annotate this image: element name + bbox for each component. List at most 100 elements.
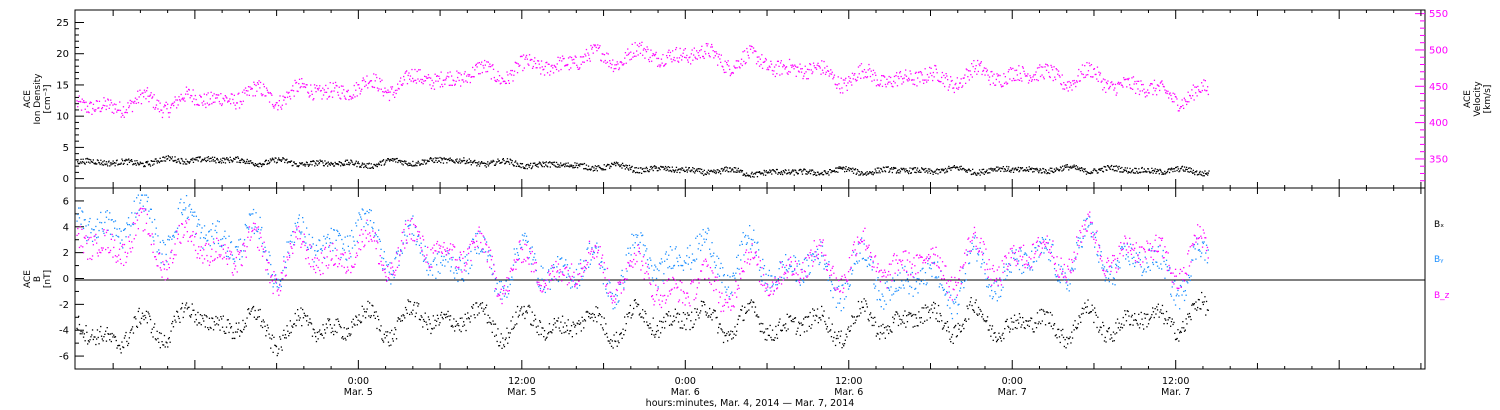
data-point — [514, 161, 516, 163]
data-point — [924, 320, 926, 322]
data-point — [1026, 169, 1028, 171]
data-point — [713, 310, 716, 312]
data-point — [619, 61, 621, 63]
data-point — [775, 325, 777, 328]
data-point — [1040, 172, 1043, 174]
data-point — [690, 63, 692, 65]
data-point — [684, 48, 686, 50]
data-point — [383, 91, 385, 93]
data-point — [1040, 66, 1042, 68]
data-point — [193, 98, 195, 100]
data-point — [1087, 70, 1090, 72]
data-point — [905, 69, 907, 71]
data-point — [218, 161, 220, 163]
data-point — [480, 63, 482, 65]
data-point — [537, 60, 539, 62]
data-point — [357, 319, 359, 321]
data-point — [745, 312, 747, 314]
data-point — [961, 169, 963, 171]
data-point — [1097, 172, 1099, 174]
data-point — [1069, 86, 1071, 88]
data-point — [327, 318, 329, 320]
data-point — [552, 72, 555, 74]
data-point — [918, 71, 920, 73]
data-point — [677, 60, 679, 62]
data-point — [1004, 76, 1006, 78]
data-point — [684, 313, 686, 316]
data-point — [534, 164, 537, 167]
data-point — [100, 211, 102, 214]
data-point — [998, 81, 1000, 83]
data-point — [1105, 81, 1108, 84]
data-point — [481, 61, 483, 63]
data-point — [684, 170, 686, 172]
data-point — [493, 160, 495, 162]
data-point — [422, 326, 424, 328]
data-point — [1003, 82, 1006, 84]
data-point — [248, 94, 250, 96]
data-point — [421, 81, 423, 84]
data-point — [286, 91, 288, 93]
data-point — [669, 315, 672, 317]
data-point — [859, 171, 861, 173]
data-point — [414, 68, 416, 71]
data-point — [416, 165, 418, 167]
data-point — [654, 165, 656, 167]
data-point — [1154, 90, 1156, 92]
data-point — [158, 249, 160, 251]
data-point — [196, 156, 199, 159]
data-point — [1061, 74, 1063, 76]
data-point — [870, 171, 872, 174]
data-point — [732, 72, 734, 74]
data-point — [220, 316, 222, 318]
data-point — [612, 347, 614, 349]
data-point — [470, 160, 472, 162]
data-point — [913, 313, 915, 316]
data-point — [670, 170, 672, 172]
data-point — [1091, 172, 1093, 174]
data-point — [309, 318, 311, 320]
data-point — [84, 163, 86, 165]
data-point — [202, 317, 204, 320]
data-point — [333, 90, 335, 92]
data-point — [1194, 173, 1196, 176]
data-point — [590, 313, 592, 315]
data-point — [549, 74, 551, 76]
data-point — [150, 331, 152, 334]
data-point — [289, 95, 291, 98]
data-point — [223, 157, 225, 159]
data-point — [501, 78, 504, 80]
data-point — [721, 65, 723, 67]
data-point — [201, 158, 203, 161]
data-point — [114, 336, 117, 338]
data-point — [801, 324, 803, 326]
data-point — [269, 161, 271, 163]
data-point — [349, 334, 351, 337]
data-point — [1188, 316, 1190, 318]
data-point — [724, 166, 726, 169]
data-point — [199, 156, 201, 158]
data-point — [1023, 327, 1025, 329]
data-point — [297, 309, 299, 311]
data-point — [905, 326, 907, 328]
data-point — [628, 164, 631, 167]
data-point — [530, 323, 532, 325]
data-point — [1066, 164, 1068, 166]
data-point — [1096, 66, 1099, 68]
data-point — [214, 101, 216, 103]
data-point — [531, 167, 533, 169]
data-point — [1121, 84, 1123, 87]
data-point — [1123, 77, 1125, 79]
data-point — [108, 218, 110, 221]
data-point — [103, 232, 105, 234]
data-point — [663, 65, 665, 67]
data-point — [595, 306, 597, 308]
data-point — [1090, 64, 1093, 66]
data-point — [697, 52, 699, 54]
data-point — [696, 168, 698, 170]
data-point — [292, 85, 294, 87]
data-point — [401, 320, 403, 322]
data-point — [225, 96, 227, 98]
data-point — [1206, 172, 1208, 174]
data-point — [95, 163, 97, 165]
